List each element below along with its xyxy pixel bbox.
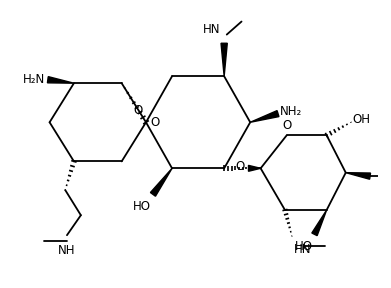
Text: NH₂: NH₂ (280, 105, 302, 118)
Text: H₂N: H₂N (23, 73, 45, 86)
Text: OH: OH (353, 113, 371, 126)
Polygon shape (346, 173, 371, 179)
Text: O: O (282, 119, 291, 132)
Polygon shape (250, 111, 279, 122)
Text: O: O (133, 104, 143, 117)
Polygon shape (248, 165, 261, 171)
Text: HO: HO (133, 200, 151, 213)
Polygon shape (221, 43, 227, 76)
Polygon shape (47, 77, 74, 83)
Text: NH: NH (58, 244, 76, 257)
Text: HN: HN (203, 23, 221, 36)
Text: HO: HO (295, 240, 313, 253)
Text: HN: HN (294, 243, 311, 256)
Polygon shape (312, 210, 326, 236)
Polygon shape (151, 168, 172, 196)
Text: O: O (150, 116, 160, 129)
Text: O: O (236, 160, 245, 173)
